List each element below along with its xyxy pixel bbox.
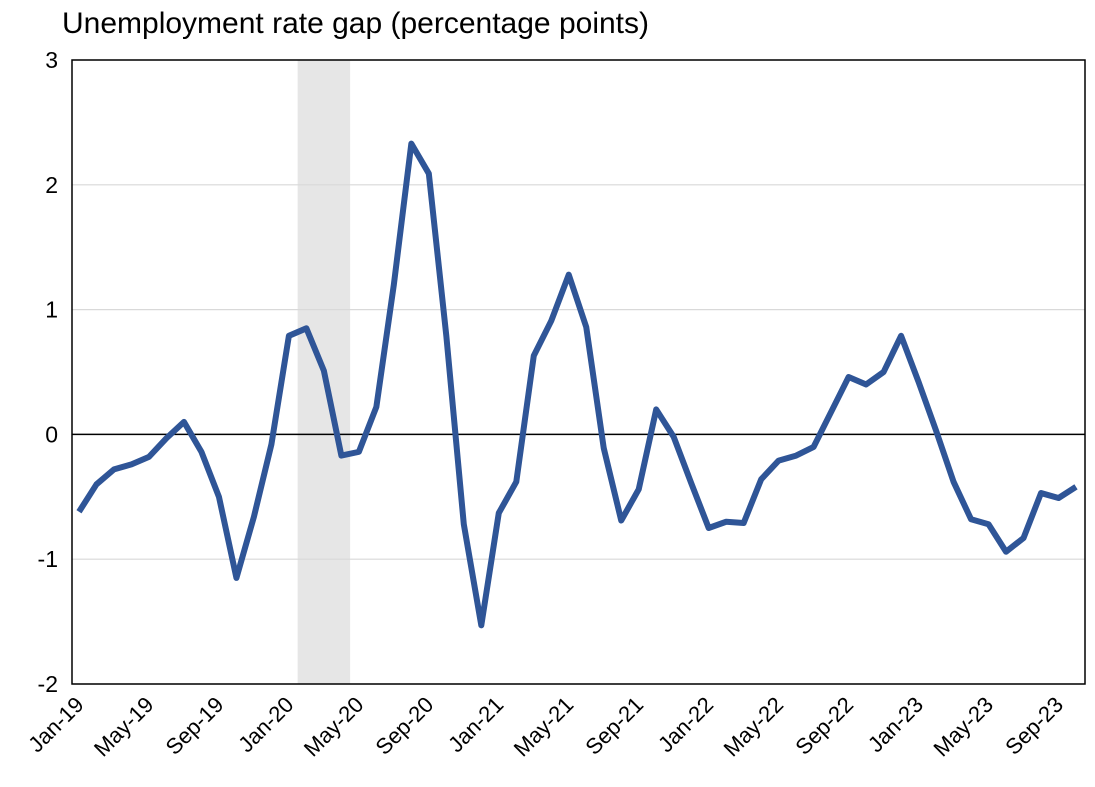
x-tick-label: Sep-20: [371, 692, 439, 760]
y-tick-label: -2: [38, 671, 58, 697]
y-tick-label: 2: [45, 172, 58, 198]
x-tick-label: Sep-19: [161, 692, 229, 760]
y-tick-label: 0: [45, 421, 58, 447]
data-line: [76, 140, 1078, 629]
x-tick-label: May-19: [89, 692, 159, 762]
y-tick-label: 1: [45, 297, 58, 323]
x-tick-label: Jan-21: [443, 692, 508, 757]
x-tick-label: May-23: [929, 692, 999, 762]
x-tick-label: Jan-22: [653, 692, 718, 757]
y-tick-label: 3: [45, 47, 58, 73]
x-tick-label: Jan-19: [23, 692, 88, 757]
plot-border: [71, 59, 1086, 685]
y-tick-label: -1: [38, 546, 58, 572]
x-tick-label: May-22: [719, 692, 789, 762]
x-tick-label: Sep-23: [1000, 692, 1068, 760]
x-tick-label: May-21: [509, 692, 579, 762]
x-tick-label: Jan-20: [233, 692, 298, 757]
x-tick-label: Sep-21: [580, 692, 648, 760]
x-tick-label: Sep-22: [790, 692, 858, 760]
x-tick-label: Jan-23: [863, 692, 928, 757]
chart-title: Unemployment rate gap (percentage points…: [62, 7, 649, 40]
x-tick-label: May-20: [299, 692, 369, 762]
